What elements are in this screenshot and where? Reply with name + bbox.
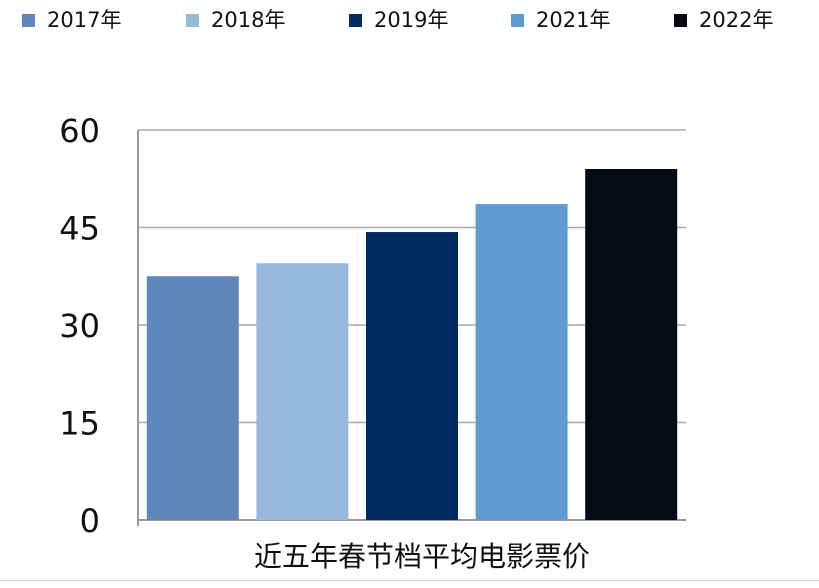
legend-swatch [511, 13, 524, 27]
bar-2021年 [475, 204, 568, 520]
legend-swatch [349, 13, 362, 27]
legend-swatch [186, 13, 199, 27]
legend-item: 2018年 [186, 8, 285, 32]
y-tick-label: 15 [59, 405, 100, 443]
bar-2017年 [146, 276, 239, 520]
legend-item: 2017年 [22, 8, 121, 32]
legend-label: 2018年 [211, 8, 286, 32]
y-tick-label: 45 [59, 210, 100, 248]
frame-bottom-rule [0, 580, 819, 581]
y-tick-label: 30 [59, 307, 100, 345]
y-tick-label: 0 [80, 502, 100, 540]
bar-2019年 [366, 232, 458, 521]
x-axis-title: 近五年春节档平均电影票价 [254, 540, 590, 573]
y-tick-label: 60 [59, 112, 100, 150]
legend-swatch [22, 13, 35, 27]
legend-label: 2019年 [374, 8, 449, 32]
legend-label: 2022年 [699, 8, 774, 32]
legend-item: 2019年 [349, 8, 448, 32]
legend-item: 2022年 [674, 8, 773, 32]
chart-legend: 2017年 2018年 2019年 2021年 2022年 [0, 0, 819, 40]
legend-swatch [674, 13, 687, 27]
legend-label: 2017年 [47, 8, 122, 32]
bar-2018年 [256, 263, 349, 520]
legend-item: 2021年 [511, 8, 610, 32]
legend-label: 2021年 [536, 8, 611, 32]
bar-2022年 [585, 169, 678, 520]
